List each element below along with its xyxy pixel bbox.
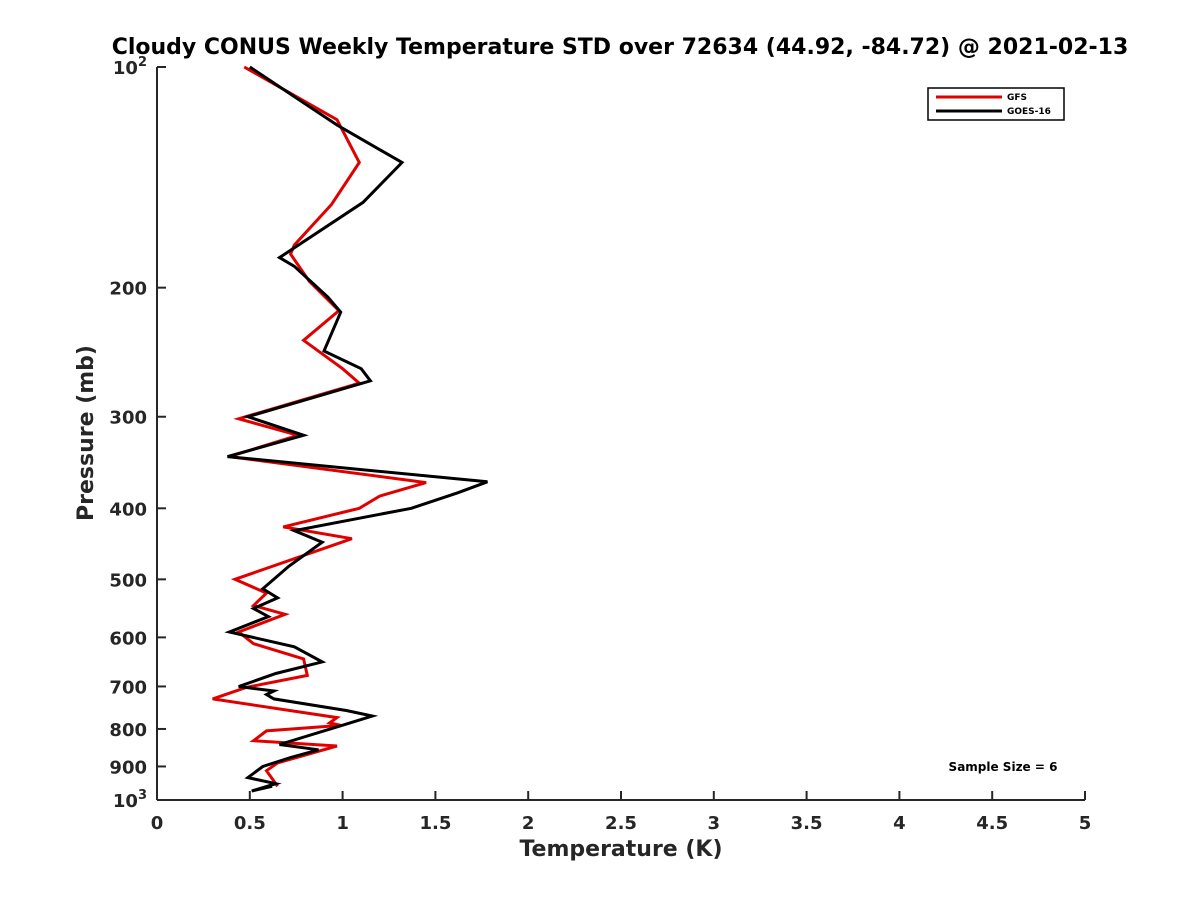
legend-label-goes16: GOES-16 — [1007, 107, 1051, 117]
sample-size-annotation: Sample Size = 6 — [949, 760, 1058, 774]
y-tick-label: 200 — [109, 279, 147, 300]
x-tick-label: 3 — [708, 813, 721, 834]
y-tick-label: 800 — [109, 720, 147, 741]
legend-label-gfs: GFS — [1007, 93, 1027, 103]
y-tick-label: 900 — [109, 757, 147, 778]
y-tick-label: 700 — [109, 677, 147, 698]
y-axis-label: Pressure (mb) — [74, 345, 99, 521]
y-tick-label: 500 — [109, 570, 147, 591]
y-tick-label: 400 — [109, 499, 147, 520]
legend: GFS GOES-16 — [927, 87, 1065, 121]
x-tick-label: 5 — [1079, 813, 1092, 834]
x-axis-label: Temperature (K) — [519, 837, 722, 862]
x-tick-label: 4.5 — [976, 813, 1008, 834]
x-tick-label: 1.5 — [419, 813, 451, 834]
series-line-goes-16 — [224, 65, 488, 793]
y-tick-label: 600 — [109, 628, 147, 649]
legend-box — [927, 87, 1065, 121]
chart-title: Cloudy CONUS Weekly Temperature STD over… — [112, 35, 1129, 60]
x-tick-label: 0.5 — [234, 813, 266, 834]
x-tick-label: 2.5 — [605, 813, 637, 834]
x-tick-label: 1 — [336, 813, 349, 834]
x-tick-label: 3.5 — [791, 813, 823, 834]
series-lines — [212, 65, 488, 793]
x-tick-label: 2 — [522, 813, 535, 834]
x-tick-label: 4 — [893, 813, 906, 834]
y-tick-label: 300 — [109, 408, 147, 429]
x-tick-label: 0 — [151, 813, 164, 834]
x-ticks: 0 0.5 1 1.5 2 2.5 3 3.5 4 4.5 5 — [151, 791, 1092, 834]
